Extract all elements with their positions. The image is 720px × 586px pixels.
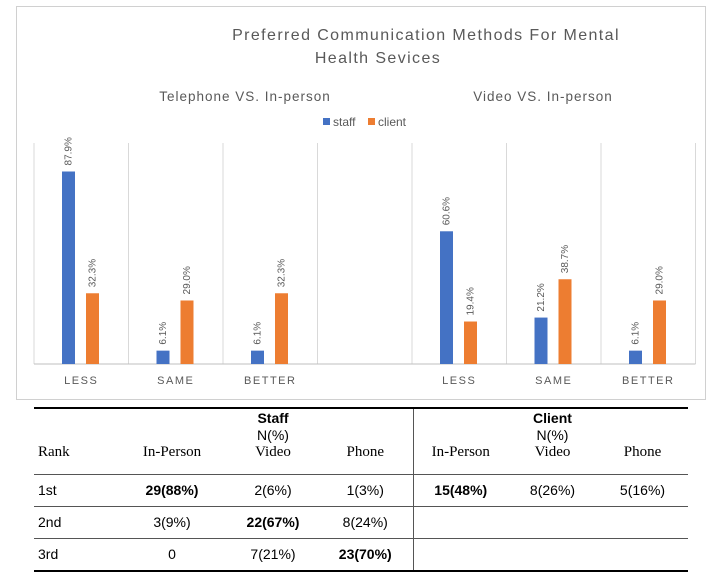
bar-chart: Preferred Communication Methods For Ment… [33, 27, 696, 387]
table-cell: 3(9%) [116, 505, 228, 538]
table-cell [412, 505, 508, 538]
staff-bar [440, 231, 453, 364]
table-cell: 29(88%) [116, 473, 228, 506]
table-cell [597, 505, 688, 538]
data-label: 19.4% [466, 287, 477, 315]
staff-bar [534, 317, 548, 364]
client-bar [275, 293, 288, 364]
x-tick-label: BETTER [622, 375, 674, 387]
data-label: 29.0% [182, 266, 193, 294]
subtitle-telephone: Telephone VS. In-person [159, 89, 331, 104]
chart-title-line-1: Preferred Communication Methods For Ment… [232, 27, 620, 44]
client-unit: N(%) [536, 427, 569, 443]
rank-cell: 3rd [34, 537, 116, 572]
client-bar [558, 279, 572, 364]
staff-bar [251, 350, 264, 364]
client-bar [86, 293, 99, 364]
client-bar [180, 300, 194, 364]
table-cell: 1(3%) [318, 473, 413, 506]
col-header-staff-phone: Phone [346, 444, 385, 460]
table-cell: 2(6%) [228, 473, 318, 506]
col-header-staff-video: Video [255, 444, 291, 460]
data-label: 60.6% [442, 197, 453, 225]
subtitle-video: Video VS. In-person [473, 89, 613, 104]
chart-title-line-2: Health Sevices [315, 50, 441, 67]
data-label: 29.0% [655, 266, 666, 294]
chart-panel: Preferred Communication Methods For Ment… [16, 6, 706, 400]
table-cell [597, 537, 688, 572]
staff-header: Staff [228, 407, 318, 426]
table-cell: 8(24%) [318, 505, 413, 538]
staff-bar [156, 350, 170, 364]
data-label: 6.1% [158, 322, 169, 345]
legend-label-client: client [378, 115, 407, 129]
data-label: 6.1% [631, 322, 642, 345]
table-cell: 5(16%) [597, 473, 688, 506]
x-tick-label: LESS [442, 375, 476, 387]
rank-cell: 2nd [34, 505, 116, 538]
col-header-rank: Rank [38, 444, 70, 460]
col-header-client-video: Video [534, 444, 571, 460]
staff-bar [629, 350, 642, 364]
legend-swatch-client [368, 118, 375, 125]
table-cell: 23(70%) [318, 537, 413, 572]
x-tick-label: SAME [157, 375, 194, 387]
staff-bar [62, 171, 75, 364]
col-header-client-in-person: In-Person [412, 444, 508, 474]
table-cell: 22(67%) [228, 505, 318, 538]
rank-cell: 1st [34, 473, 116, 506]
staff-unit: N(%) [257, 427, 289, 443]
data-label: 87.9% [64, 137, 75, 165]
col-header-client-phone: Phone [623, 444, 662, 460]
table-cell [508, 537, 597, 572]
table-cell: 8(26%) [508, 473, 597, 506]
x-tick-label: SAME [535, 375, 572, 387]
table-cell: 0 [116, 537, 228, 572]
client-bar [653, 300, 666, 364]
client-header: Client [508, 407, 597, 426]
data-label: 38.7% [560, 245, 571, 273]
x-tick-label: LESS [64, 375, 98, 387]
rank-table: Staff Client N(%) N(%) Rank In-Person Vi… [34, 407, 688, 572]
col-header-staff-in-person: In-Person [142, 444, 202, 460]
client-bar [464, 321, 477, 364]
x-tick-label: BETTER [244, 375, 296, 387]
table-cell [508, 505, 597, 538]
legend-label-staff: staff [333, 115, 356, 129]
table-cell: 15(48%) [412, 473, 508, 506]
data-label: 21.2% [536, 283, 547, 311]
data-label: 32.3% [88, 259, 99, 287]
data-label: 32.3% [277, 259, 288, 287]
table-cell [412, 537, 508, 572]
data-label: 6.1% [253, 322, 264, 345]
table-cell: 7(21%) [228, 537, 318, 572]
legend-swatch-staff [323, 118, 330, 125]
